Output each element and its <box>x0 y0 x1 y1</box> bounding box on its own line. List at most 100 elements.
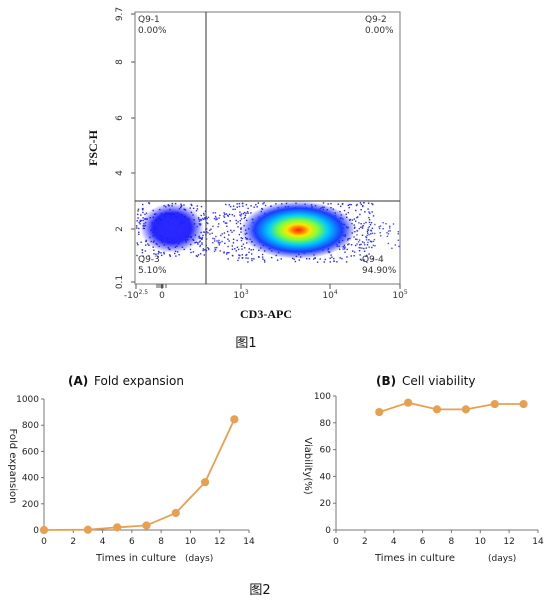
event-dot <box>350 255 352 257</box>
event-dot <box>241 248 243 250</box>
event-dot <box>228 234 230 236</box>
event-dot <box>367 202 370 204</box>
event-dot <box>361 241 364 243</box>
data-point[interactable] <box>375 407 384 417</box>
gate-percent-q9-3: 5.10% <box>138 266 167 276</box>
event-dot <box>365 221 367 224</box>
event-dot <box>142 203 144 206</box>
chart-a-title: Fold expansion <box>94 374 184 388</box>
event-dot <box>240 239 243 242</box>
event-dot <box>203 214 205 216</box>
event-dot <box>200 205 203 208</box>
data-point[interactable] <box>230 415 239 424</box>
event-dot <box>363 260 365 262</box>
event-dot <box>348 203 351 206</box>
event-dot <box>163 253 165 255</box>
event-dot <box>136 254 138 257</box>
event-dot <box>202 231 205 233</box>
event-dot <box>139 220 142 223</box>
x-tick-label: 10 <box>475 537 487 547</box>
event-dot <box>323 261 325 263</box>
event-dot <box>216 240 218 242</box>
y-tick-label: 200 <box>22 500 39 510</box>
event-dot <box>368 211 370 213</box>
event-dot <box>329 261 331 263</box>
event-dot <box>163 251 165 254</box>
event-dot <box>136 220 138 222</box>
data-point[interactable] <box>171 508 180 518</box>
event-dot <box>355 204 358 207</box>
data-point[interactable] <box>404 398 413 407</box>
event-dot <box>214 215 217 218</box>
event-dot <box>366 244 369 246</box>
data-point[interactable] <box>39 525 49 535</box>
event-dot <box>361 227 364 229</box>
event-dot <box>262 258 264 260</box>
event-dot <box>385 223 387 225</box>
event-dot <box>215 217 217 219</box>
event-dot <box>247 212 249 214</box>
event-dot <box>340 205 342 208</box>
event-dot <box>394 244 396 246</box>
y-tick-label: 600 <box>22 447 39 457</box>
event-dot <box>364 244 366 246</box>
event-dot <box>237 221 239 223</box>
event-dot <box>223 212 225 214</box>
event-dot <box>247 207 249 210</box>
data-point[interactable] <box>432 405 442 414</box>
event-dot <box>232 208 234 211</box>
y-tick-label: 40 <box>320 472 332 482</box>
event-dot <box>368 253 370 255</box>
event-dot <box>351 219 353 221</box>
event-dot <box>225 213 228 215</box>
event-dot <box>232 205 235 207</box>
event-dot <box>356 234 358 236</box>
fold-expansion-chart: (A) Fold expansion 0 200 400 600 800 1000 0 2 4… <box>7 374 255 564</box>
event-dot <box>363 250 366 252</box>
event-dot <box>204 216 206 219</box>
data-point[interactable] <box>200 478 210 487</box>
data-point[interactable] <box>83 525 93 534</box>
data-point[interactable] <box>490 399 499 409</box>
event-dot <box>379 232 381 234</box>
event-dot <box>241 254 243 256</box>
event-dot <box>359 213 361 216</box>
event-dot <box>153 253 155 255</box>
event-dot <box>191 204 193 207</box>
plot1-x-tick-label: 105 <box>392 289 407 301</box>
chart-a-x-axis-label: Times in culture <box>95 553 176 564</box>
event-dot <box>363 242 365 244</box>
event-dot <box>206 231 208 233</box>
data-point[interactable] <box>142 521 151 530</box>
event-dot <box>372 240 375 243</box>
event-dot <box>360 209 362 211</box>
chart-b-x-axis-unit: (days) <box>488 554 516 564</box>
event-dot <box>257 202 259 204</box>
event-dot <box>251 253 253 255</box>
data-point[interactable] <box>113 523 122 532</box>
event-dot <box>337 203 339 205</box>
event-dot <box>141 249 143 251</box>
data-point[interactable] <box>519 399 528 409</box>
plot1-x-tick-label: 0 <box>159 291 165 301</box>
data-point[interactable] <box>461 405 470 414</box>
population-cd3-negative <box>140 203 204 253</box>
gate-percent-q9-4: 94.90% <box>362 266 397 276</box>
event-dot <box>157 253 159 255</box>
event-dot <box>368 226 371 228</box>
event-dot <box>223 220 225 223</box>
event-dot <box>366 230 369 233</box>
event-dot <box>219 241 221 244</box>
event-dot <box>232 242 235 244</box>
event-dot <box>324 258 326 261</box>
gate-label-q9-1: Q9-1 <box>138 15 160 25</box>
gate-label-q9-3: Q9-3 <box>138 255 160 265</box>
event-dot <box>370 241 373 243</box>
event-dot <box>215 235 217 238</box>
event-dot <box>139 223 141 225</box>
event-dot <box>371 227 374 229</box>
event-dot <box>236 246 239 248</box>
event-dot <box>195 255 198 257</box>
event-dot <box>218 217 220 219</box>
event-dot <box>142 209 144 211</box>
